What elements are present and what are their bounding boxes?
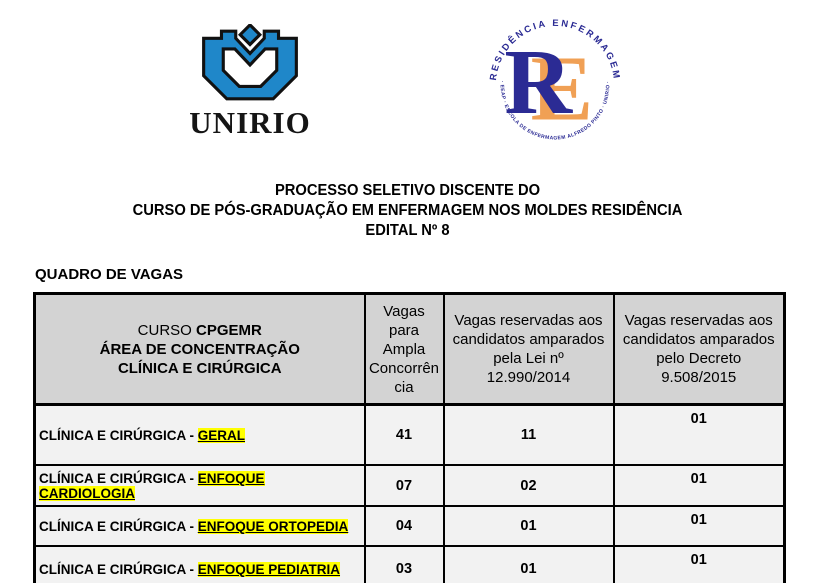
- ampla-value: 04: [363, 505, 445, 547]
- ampla-value: 41: [363, 403, 445, 466]
- decreto-value: 01: [612, 545, 786, 583]
- row-label-prefix: CLÍNICA E CIRÚRGICA -: [39, 470, 198, 486]
- vacancy-table: CURSO CPGEMR ÁREA DE CONCENTRAÇÃO CLÍNIC…: [33, 292, 786, 583]
- row-label-highlight: GERAL: [197, 427, 245, 443]
- unirio-u-icon: [202, 24, 298, 101]
- ampla-value: 07: [363, 464, 445, 507]
- title-line-1: PROCESSO SELETIVO DISCENTE DO: [274, 182, 541, 199]
- decreto-value: 01: [612, 464, 786, 507]
- header-course-label: CURSO: [137, 321, 192, 339]
- header-course: CURSO CPGEMR ÁREA DE CONCENTRAÇÃO CLÍNIC…: [33, 292, 366, 406]
- table-row: CLÍNICA E CIRÚRGICA - GERAL 41 11 01: [33, 403, 786, 466]
- ampla-value: 03: [363, 545, 445, 583]
- row-label: CLÍNICA E CIRÚRGICA - ENFOQUE ORTOPEDIA: [33, 505, 366, 547]
- table-row: CLÍNICA E CIRÚRGICA - ENFOQUE ORTOPEDIA …: [33, 505, 786, 547]
- lei-value: 01: [442, 505, 615, 547]
- row-label-highlight: ENFOQUE PEDIATRIA: [197, 561, 341, 577]
- row-label: CLÍNICA E CIRÚRGICA - GERAL: [33, 403, 366, 466]
- header-lei-12990: Vagas reservadas aos candidatos amparado…: [442, 292, 615, 406]
- row-label-prefix: CLÍNICA E CIRÚRGICA -: [39, 427, 198, 443]
- table-row: CLÍNICA E CIRÚRGICA - ENFOQUE PEDIATRIA …: [33, 545, 786, 583]
- row-label-highlight: ENFOQUE ORTOPEDIA: [197, 518, 349, 534]
- seal-monogram-e: E: [531, 37, 594, 141]
- residencia-enfermagem-seal: E R RESIDÊNCIA ENFERMAGEM · EEAP · ESCOL…: [488, 18, 620, 142]
- decreto-value: 01: [612, 505, 786, 547]
- table-header-row: CURSO CPGEMR ÁREA DE CONCENTRAÇÃO CLÍNIC…: [33, 292, 786, 406]
- decreto-value: 01: [612, 403, 786, 466]
- seal-monogram-r: R: [504, 30, 573, 134]
- row-label: CLÍNICA E CIRÚRGICA - ENFOQUE CARDIOLOGI…: [33, 464, 366, 507]
- title-line-2: CURSO DE PÓS-GRADUAÇÃO EM ENFERMAGEM NOS…: [132, 202, 683, 219]
- section-heading: QUADRO DE VAGAS: [35, 266, 184, 283]
- header-course-code: CPGEMR: [196, 321, 262, 339]
- row-label: CLÍNICA E CIRÚRGICA - ENFOQUE PEDIATRIA: [33, 545, 366, 583]
- header-course-line3: CLÍNICA E CIRÚRGICA: [117, 359, 282, 377]
- lei-value: 02: [442, 464, 615, 507]
- lei-value: 11: [442, 403, 615, 466]
- lei-value: 01: [442, 545, 615, 583]
- row-label-prefix: CLÍNICA E CIRÚRGICA -: [39, 561, 198, 577]
- header-course-line2: ÁREA DE CONCENTRAÇÃO: [99, 340, 300, 358]
- table-row: CLÍNICA E CIRÚRGICA - ENFOQUE CARDIOLOGI…: [33, 464, 786, 507]
- unirio-logo: UNIRIO: [183, 24, 317, 138]
- document-title: PROCESSO SELETIVO DISCENTE DO CURSO DE P…: [20, 181, 794, 241]
- title-line-3: EDITAL Nº 8: [365, 222, 450, 239]
- row-label-prefix: CLÍNICA E CIRÚRGICA -: [39, 518, 198, 534]
- header-ampla-concorrencia: Vagas para Ampla Concorrência: [363, 292, 445, 406]
- header-decreto-9508: Vagas reservadas aos candidatos amparado…: [612, 292, 786, 406]
- unirio-wordmark: UNIRIO: [189, 105, 311, 140]
